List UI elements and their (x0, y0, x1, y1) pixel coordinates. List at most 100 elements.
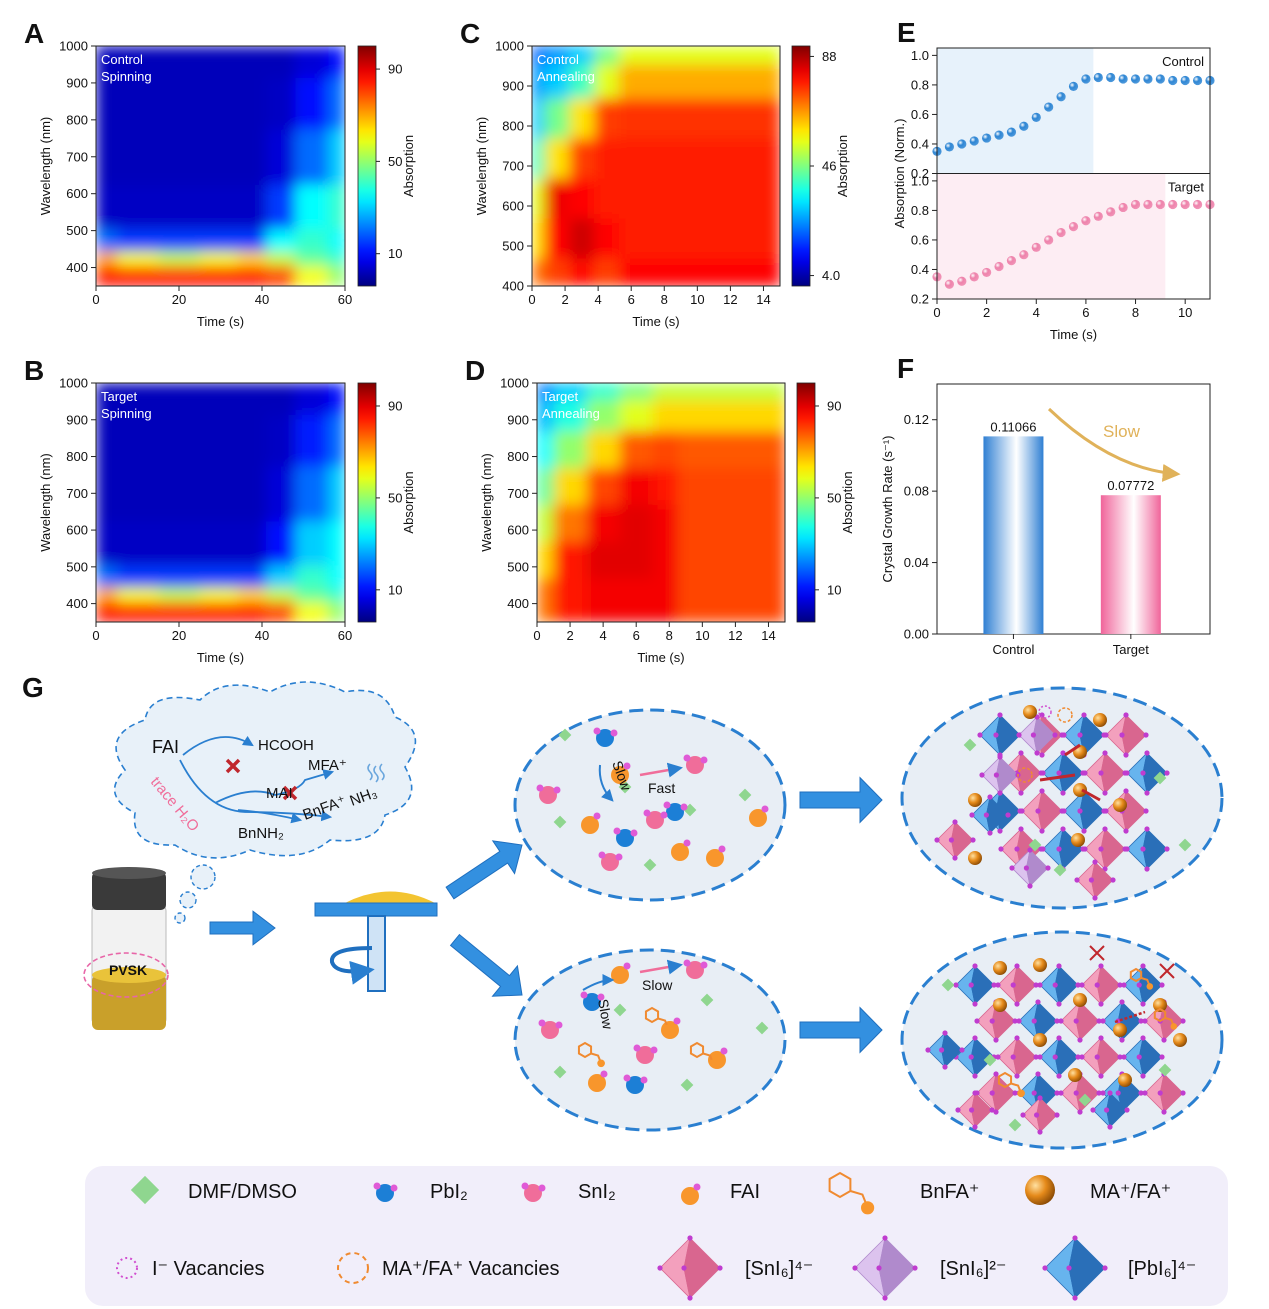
x-tick-label: 8 (661, 292, 668, 307)
panel-letter: G (22, 672, 44, 703)
heatmap (537, 383, 785, 622)
slow-arrow (598, 764, 614, 802)
heat-cell (586, 430, 621, 469)
iodide (1077, 808, 1083, 814)
fa-head (1017, 1089, 1025, 1098)
heat-cell (237, 77, 267, 130)
heat-cell (569, 258, 595, 286)
iodide (1054, 1090, 1060, 1096)
colorbar (796, 382, 816, 623)
heat-cell (199, 565, 238, 588)
data-point (944, 279, 955, 289)
heat-cell (237, 465, 267, 522)
ma-fa-cation (1113, 798, 1127, 812)
iodide (953, 982, 959, 988)
iodide (997, 828, 1003, 834)
heat-cell (710, 399, 761, 432)
iodide (1103, 732, 1109, 738)
iodide (968, 982, 974, 988)
y-tick-label: 0.04 (904, 555, 929, 570)
dmf-dmso (1158, 1063, 1172, 1077)
heat-cell (569, 178, 595, 219)
iodide (1075, 982, 1081, 988)
y-tick-label: 700 (502, 159, 524, 174)
heatmap (96, 46, 345, 286)
heat-cell (755, 218, 780, 259)
heat-cell (158, 265, 201, 286)
heat-cell (544, 178, 570, 219)
iodide (972, 1073, 978, 1079)
heat-cell (619, 467, 654, 505)
slow-arrow (639, 959, 683, 975)
iodide (521, 1182, 529, 1190)
data-point (1155, 199, 1165, 210)
heat-cell (677, 430, 712, 469)
x-tick-label: 6 (1082, 305, 1089, 320)
x-axis-title: Time (s) (197, 650, 244, 665)
rotation-arrow (329, 946, 375, 985)
iodide (1056, 846, 1062, 852)
x-tick-label: 6 (628, 292, 635, 307)
iodide (1014, 963, 1020, 969)
iodide (373, 1182, 381, 1190)
iodide (1072, 1235, 1078, 1241)
iodide (1140, 963, 1146, 969)
heat-cell (237, 414, 267, 467)
fai (671, 843, 689, 861)
iodide (1102, 790, 1108, 796)
iodide (687, 1295, 693, 1301)
heat-cell (618, 178, 657, 219)
heat-cell (532, 138, 545, 179)
heat-cell (96, 587, 118, 603)
legend-label: [SnI₆]²⁻ (940, 1258, 1006, 1280)
heat-cell (295, 77, 329, 130)
precursor-drop (345, 891, 435, 903)
cloud-label: BnNH₂ (238, 825, 284, 842)
solution-domain (513, 708, 787, 902)
iodide (1094, 1054, 1100, 1060)
heat-cell (553, 541, 588, 579)
heat-cell (199, 520, 238, 566)
heat-cell (158, 601, 201, 622)
heat-cell (96, 46, 118, 78)
heat-cell (532, 258, 545, 286)
iodide (683, 959, 691, 967)
heat-cell (553, 430, 588, 469)
x-tick-label: 6 (633, 628, 640, 643)
iodide (955, 1107, 961, 1113)
iodide (972, 1035, 978, 1041)
colorbar (357, 45, 377, 287)
panel-letter: F (897, 353, 914, 384)
x-tick-label: 0 (533, 628, 540, 643)
heat-cell (677, 541, 712, 579)
iodide (600, 1070, 608, 1078)
heat-cell (116, 129, 159, 185)
heat-cell (158, 587, 201, 603)
annotation: Target (542, 389, 579, 404)
data-point (1068, 222, 1079, 232)
heat-cell (656, 46, 707, 65)
heat-cell (705, 258, 756, 286)
ma-fa-cation (993, 998, 1007, 1012)
heat-cell (199, 250, 238, 267)
heatmap-cells (96, 46, 345, 286)
vial-label: PVSK (109, 962, 147, 978)
heat-cell (553, 577, 588, 622)
data-point (1143, 199, 1153, 210)
iodide (1102, 826, 1108, 832)
heat-cell (116, 414, 159, 467)
heat-cell (199, 184, 238, 230)
rate-label: Fast (648, 780, 675, 796)
data-point (1019, 250, 1029, 260)
y-tick-label: 0.08 (904, 484, 929, 499)
legend-label: [PbI₆]⁴⁻ (1128, 1258, 1196, 1280)
heat-cell (755, 138, 780, 179)
iodide (972, 1090, 978, 1096)
iodide (1023, 865, 1029, 871)
heat-cell (295, 265, 329, 286)
heat-cell (544, 64, 570, 99)
heatmap (96, 383, 345, 622)
heat-cell (652, 430, 679, 469)
iodide (1138, 1090, 1144, 1096)
